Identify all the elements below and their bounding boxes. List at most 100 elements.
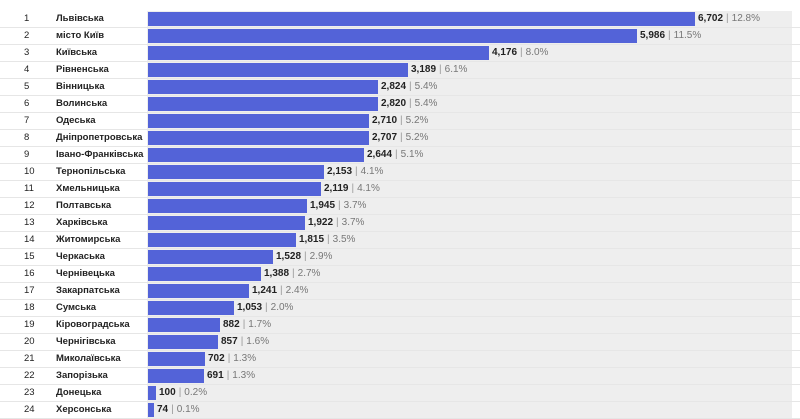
rank-label: 19 [24,319,35,330]
value-separator: | [265,302,268,313]
rank-label: 3 [24,47,30,58]
value-label: 2,707 | 5.2% [372,132,428,143]
value-count: 2,820 [381,98,407,109]
value-percent: 5.4% [414,98,438,109]
region-name-label: Тернопільська [56,166,126,177]
bar [148,46,489,60]
value-percent: 5.2% [405,132,429,143]
bar [148,148,364,162]
table-row: 7 Одеська 2,710 | 5.2% [0,113,800,130]
region-name-label: Миколаївська [56,353,121,364]
value-percent: 3.7% [341,217,365,228]
bar-track [147,266,792,282]
bar [148,97,378,111]
value-count: 100 [159,387,176,398]
table-row: 13 Харківська 1,922 | 3.7% [0,215,800,232]
value-percent: 12.8% [731,13,760,24]
bar [148,403,154,417]
bar [148,369,204,383]
value-separator: | [227,353,231,364]
bar [148,216,305,230]
region-name-label: Полтавська [56,200,112,211]
region-name-label: Донецька [56,387,102,398]
value-separator: | [304,251,307,262]
bar-track [147,334,792,350]
table-row: 17 Закарпатська 1,241 | 2.4% [0,283,800,300]
value-percent: 11.5% [673,30,702,41]
region-name-label: Херсонська [56,404,112,415]
table-row: 6 Волинська 2,820 | 5.4% [0,96,800,113]
bar [148,386,156,400]
table-row: 24 Херсонська 74 | 0.1% [0,402,800,419]
bar [148,12,695,26]
bar-track [147,385,792,401]
table-row: 20 Чернігівська 857 | 1.6% [0,334,800,351]
table-row: 11 Хмельницька 2,119 | 4.1% [0,181,800,198]
rank-label: 7 [24,115,30,126]
bar-track [147,368,792,384]
value-count: 4,176 [492,47,518,58]
region-name-label: Сумська [56,302,97,313]
rank-label: 13 [24,217,35,228]
value-separator: | [280,285,283,296]
value-count: 1,241 [252,285,278,296]
value-percent: 2.4% [285,285,309,296]
value-separator: | [726,13,729,24]
value-count: 1,922 [308,217,334,228]
value-percent: 1.3% [232,370,256,381]
table-row: 9 Івано-Франківська 2,644 | 5.1% [0,147,800,164]
value-separator: | [351,183,355,194]
bar [148,114,369,128]
table-row: 10 Тернопільська 2,153 | 4.1% [0,164,800,181]
value-count: 1,053 [237,302,263,313]
table-row: 19 Кіровоградська 882 | 1.7% [0,317,800,334]
value-separator: | [409,81,412,92]
value-count: 1,388 [264,268,290,279]
value-count: 2,153 [327,166,353,177]
value-separator: | [520,47,523,58]
table-row: 18 Сумська 1,053 | 2.0% [0,300,800,317]
rank-label: 23 [24,387,35,398]
region-name-label: Вінницька [56,81,105,92]
bar-track [147,300,792,316]
bar-track [147,402,792,418]
value-percent: 2.7% [297,268,321,279]
value-percent: 3.7% [343,200,367,211]
bar-track [147,249,792,265]
region-name-label: Хмельницька [56,183,120,194]
value-label: 1,528 | 2.9% [276,251,332,262]
bar-track [147,283,792,299]
table-row: 2 місто Київ 5,986 | 11.5% [0,28,800,45]
bar [148,165,324,179]
value-label: 691 | 1.3% [207,370,255,381]
bar [148,199,307,213]
value-label: 1,053 | 2.0% [237,302,293,313]
value-label: 2,820 | 5.4% [381,98,437,109]
bar [148,63,408,77]
rank-label: 14 [24,234,35,245]
value-percent: 3.5% [332,234,356,245]
value-count: 1,528 [276,251,302,262]
value-count: 1,945 [310,200,336,211]
rank-label: 5 [24,81,30,92]
value-count: 6,702 [698,13,724,24]
region-name-label: Івано-Франківська [56,149,144,160]
value-separator: | [242,319,246,330]
value-count: 882 [223,319,240,330]
value-label: 100 | 0.2% [159,387,207,398]
rank-label: 24 [24,404,35,415]
bar [148,352,205,366]
value-label: 2,710 | 5.2% [372,115,428,126]
value-separator: | [292,268,295,279]
value-percent: 1.7% [248,319,272,330]
region-name-label: Київська [56,47,98,58]
value-percent: 4.1% [357,183,380,194]
value-count: 691 [207,370,224,381]
rank-label: 20 [24,336,35,347]
value-count: 857 [221,336,238,347]
value-percent: 4.1% [360,166,384,177]
value-label: 3,189 | 6.1% [411,64,467,75]
region-name-label: Львівська [56,13,104,24]
value-percent: 1.3% [233,353,257,364]
bar-track [147,317,792,333]
